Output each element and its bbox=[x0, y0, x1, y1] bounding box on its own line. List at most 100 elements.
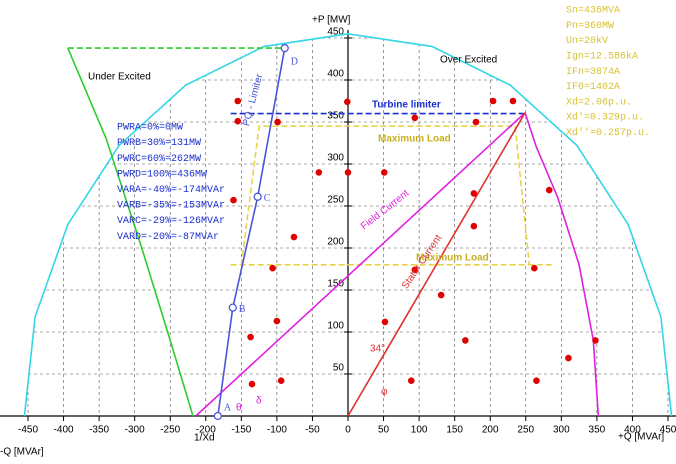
annotation: Maximum Load bbox=[416, 253, 489, 264]
settings-line: VARD=-20%=-87MVAr bbox=[117, 232, 219, 243]
x-tick-label: -150 bbox=[231, 425, 251, 436]
annotation: θ bbox=[236, 403, 242, 414]
limit-curve bbox=[524, 112, 600, 417]
settings-line: VARB=-35%=-153MVAr bbox=[117, 201, 225, 212]
data-point bbox=[274, 118, 281, 126]
limit-curve bbox=[240, 125, 531, 265]
y-tick-label: 50 bbox=[333, 363, 345, 374]
data-point bbox=[290, 233, 298, 241]
y-tick-label: 350 bbox=[327, 111, 344, 122]
y-tick-label: 400 bbox=[327, 69, 344, 80]
data-point bbox=[533, 377, 540, 385]
data-point bbox=[315, 169, 323, 176]
rating-line: Xd''=0.257p.u. bbox=[566, 127, 650, 139]
x-axis-label: +Q [MVAr] bbox=[618, 432, 664, 443]
y-tick-label: 100 bbox=[327, 321, 344, 332]
x-tick-label: -200 bbox=[196, 425, 216, 436]
data-point bbox=[437, 291, 445, 299]
x-tick-label: -400 bbox=[54, 425, 74, 436]
rating-line: Ign=12.586kA bbox=[566, 51, 638, 63]
annotation: 34° bbox=[370, 344, 385, 355]
x-tick-label: 100 bbox=[411, 425, 428, 436]
settings-line: VARC=-29%=-126MVAr bbox=[117, 216, 225, 227]
pq-point-label: D bbox=[291, 56, 298, 67]
pq-point bbox=[213, 411, 223, 421]
pq-point bbox=[228, 303, 237, 312]
rating-line: Xd'=0.329p.u. bbox=[566, 112, 644, 124]
limit-curve bbox=[217, 47, 286, 417]
x-tick-label: 300 bbox=[553, 425, 570, 436]
data-point bbox=[343, 98, 351, 106]
data-point bbox=[247, 333, 254, 341]
pq-point-label: C bbox=[264, 193, 271, 204]
data-point bbox=[407, 377, 415, 385]
rating-line: Un=20kV bbox=[566, 35, 608, 47]
limit-curve bbox=[67, 47, 194, 417]
annotation: Under Excited bbox=[88, 72, 151, 83]
data-point bbox=[462, 337, 469, 344]
data-point bbox=[230, 196, 237, 204]
data-point bbox=[381, 318, 389, 326]
limit-curve bbox=[23, 32, 673, 417]
pq-point bbox=[280, 43, 289, 53]
settings-line: VARA=-40%=-174MVAr bbox=[117, 185, 225, 196]
limit-curve bbox=[347, 112, 526, 417]
data-point bbox=[234, 117, 242, 125]
rating-line: IF0=1402A bbox=[566, 82, 620, 93]
pq-point-label: B bbox=[239, 304, 246, 315]
rating-line: Pn=360MW bbox=[566, 21, 614, 32]
data-point bbox=[269, 264, 276, 272]
x-tick-label: -300 bbox=[125, 425, 145, 436]
x-tick-label: 200 bbox=[482, 425, 499, 436]
annotation: Maximum Load bbox=[378, 134, 451, 145]
y-axis-label: +P [MW] bbox=[312, 15, 351, 26]
data-point bbox=[509, 97, 517, 105]
data-point bbox=[248, 380, 256, 388]
settings-line: PWRD=100%=436MW bbox=[117, 169, 207, 180]
rating-line: IFn=3874A bbox=[566, 67, 620, 78]
x-tick-label: -50 bbox=[305, 425, 320, 436]
pq-point-label: A bbox=[224, 402, 232, 413]
data-point bbox=[531, 264, 538, 272]
x-tick-label: -350 bbox=[89, 425, 109, 436]
x-tick-label: -100 bbox=[267, 425, 287, 436]
annotation: 1/Xd bbox=[194, 433, 215, 444]
data-point bbox=[273, 317, 281, 325]
x-tick-label: 50 bbox=[378, 425, 390, 436]
x-tick-label: -450 bbox=[18, 425, 38, 436]
data-point bbox=[592, 337, 599, 344]
data-point bbox=[380, 169, 388, 176]
y-tick-label: 300 bbox=[327, 153, 344, 164]
data-point bbox=[344, 169, 352, 176]
annotation: φ bbox=[381, 387, 388, 398]
y-tick-label: 250 bbox=[327, 195, 344, 206]
x-tick-label: 250 bbox=[517, 425, 534, 436]
data-point bbox=[545, 186, 553, 194]
annotation: Over Excited bbox=[440, 55, 497, 66]
x-tick-label: 0 bbox=[345, 425, 351, 436]
annotation: δ bbox=[256, 396, 262, 407]
rating-line: Sn=436MVA bbox=[566, 6, 620, 17]
data-point bbox=[565, 354, 572, 362]
data-point bbox=[470, 222, 478, 230]
data-point bbox=[411, 266, 419, 274]
annotation: Turbine limiter bbox=[372, 100, 441, 111]
x-axis-label-negative: -Q [MVAr] bbox=[0, 447, 44, 458]
data-point bbox=[234, 97, 242, 105]
x-tick-label: 350 bbox=[589, 425, 606, 436]
data-point bbox=[472, 118, 480, 126]
settings-line: PWRB=30%=131MW bbox=[117, 138, 201, 149]
x-tick-label: 150 bbox=[446, 425, 463, 436]
data-point bbox=[411, 114, 419, 122]
y-tick-label: 200 bbox=[327, 237, 344, 248]
data-point bbox=[489, 97, 497, 105]
rating-line: Xd=2.06p.u. bbox=[566, 96, 632, 108]
pq-point bbox=[253, 192, 262, 201]
settings-line: PWRA=0%=0MW bbox=[117, 123, 183, 134]
data-point bbox=[277, 377, 285, 385]
settings-line: PWRC=60%=262MW bbox=[117, 154, 201, 165]
y-tick-label: 150 bbox=[327, 279, 344, 290]
y-tick-label: 450 bbox=[327, 27, 344, 38]
x-tick-label: -250 bbox=[160, 425, 180, 436]
